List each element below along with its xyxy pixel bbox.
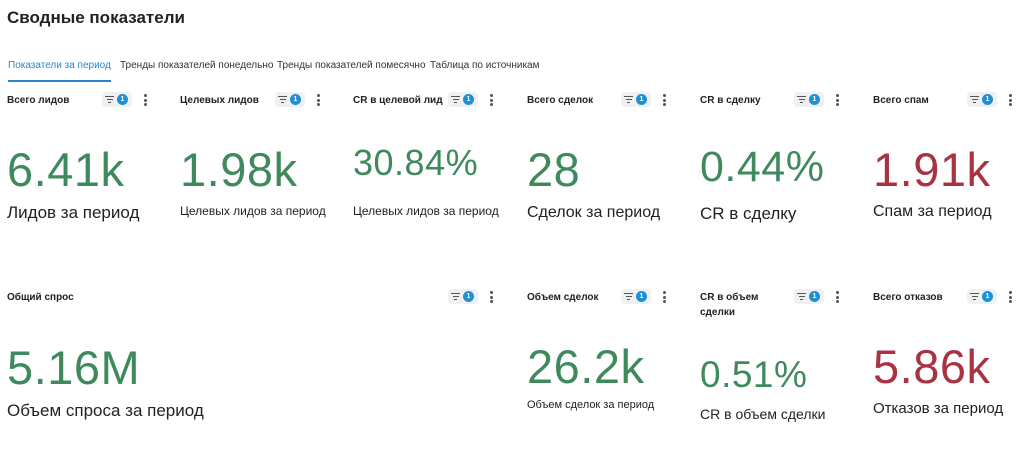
card-title: Всего сделок	[527, 95, 594, 106]
more-options-icon[interactable]	[141, 93, 149, 107]
metric-subtitle: CR в сделку	[700, 204, 797, 223]
filter-count: 1	[982, 94, 993, 105]
card-cr-volume: CR в объем сделки 1 0.51% CR в объем сде…	[700, 289, 850, 430]
filter-badge[interactable]: 1	[448, 92, 478, 107]
card-title: CR в целевой лид	[353, 95, 443, 106]
filter-icon	[797, 96, 806, 103]
card-deal-volume: Объем сделок 1 26.2k Объем сделок за пер…	[527, 289, 677, 430]
metric-subtitle: Целевых лидов за период	[180, 204, 326, 218]
card-title: Общий спрос	[7, 292, 74, 303]
filter-count: 1	[290, 94, 301, 105]
more-options-icon[interactable]	[1006, 93, 1014, 107]
filter-icon	[970, 293, 979, 300]
filter-count: 1	[809, 94, 820, 105]
card-total-rejections: Всего отказов 1 5.86k Отказов за период	[873, 289, 1023, 430]
metric-value: 0.51%	[700, 354, 808, 395]
filter-icon	[970, 96, 979, 103]
filter-icon	[797, 293, 806, 300]
filter-icon	[105, 96, 114, 103]
tab-bar: Показатели за период Тренды показателей …	[0, 52, 1024, 82]
more-options-icon[interactable]	[833, 290, 841, 304]
more-options-icon[interactable]	[1006, 290, 1014, 304]
more-options-icon[interactable]	[660, 93, 668, 107]
card-target-leads: Целевых лидов 1 1.98k Целевых лидов за п…	[180, 92, 330, 233]
more-options-icon[interactable]	[487, 290, 495, 304]
page-title: Сводные показатели	[7, 8, 185, 27]
filter-count: 1	[636, 94, 647, 105]
filter-badge[interactable]: 1	[448, 289, 478, 304]
metric-value: 5.16M	[7, 341, 141, 394]
more-options-icon[interactable]	[314, 93, 322, 107]
card-title: CR в сделку	[700, 95, 761, 106]
filter-count: 1	[463, 94, 474, 105]
card-cr-target-lead: CR в целевой лид 1 30.84% Целевых лидов …	[353, 92, 503, 233]
filter-icon	[624, 293, 633, 300]
metric-subtitle: Отказов за период	[873, 400, 1004, 417]
filter-icon	[624, 96, 633, 103]
filter-badge[interactable]: 1	[794, 92, 824, 107]
card-title: CR в объем сделки	[700, 292, 759, 318]
filter-icon	[451, 96, 460, 103]
metric-value: 5.86k	[873, 340, 991, 393]
metric-subtitle: CR в объем сделки	[700, 406, 826, 422]
metric-subtitle: Лидов за период	[7, 203, 140, 222]
filter-count: 1	[463, 291, 474, 302]
filter-badge[interactable]: 1	[794, 289, 824, 304]
filter-count: 1	[809, 291, 820, 302]
filter-count: 1	[982, 291, 993, 302]
card-title: Объем сделок	[527, 292, 599, 303]
metric-subtitle: Спам за период	[873, 203, 992, 220]
filter-icon	[278, 96, 287, 103]
filter-badge[interactable]: 1	[621, 289, 651, 304]
metric-value: 0.44%	[700, 143, 825, 191]
filter-count: 1	[636, 291, 647, 302]
card-total-demand: Общий спрос 1 5.16M Объем спроса за пери…	[7, 289, 503, 430]
filter-badge[interactable]: 1	[967, 289, 997, 304]
metric-value: 1.98k	[180, 143, 298, 196]
more-options-icon[interactable]	[660, 290, 668, 304]
filter-badge[interactable]: 1	[621, 92, 651, 107]
card-title: Всего отказов	[873, 292, 943, 303]
tab-weekly-trends[interactable]: Тренды показателей понедельно	[120, 60, 274, 71]
card-title: Целевых лидов	[180, 95, 259, 106]
metric-value: 1.91k	[873, 143, 991, 196]
tab-monthly-trends[interactable]: Тренды показателей помесячно	[277, 60, 426, 71]
card-cr-deal: CR в сделку 1 0.44% CR в сделку	[700, 92, 850, 233]
tab-sources-table[interactable]: Таблица по источникам	[430, 60, 540, 71]
metric-subtitle: Объем сделок за период	[527, 399, 655, 411]
card-total-deals: Всего сделок 1 28 Сделок за период	[527, 92, 677, 233]
card-total-spam: Всего спам 1 1.91k Спам за период	[873, 92, 1023, 233]
metric-value: 6.41k	[7, 143, 125, 196]
metric-subtitle: Сделок за период	[527, 204, 661, 221]
more-options-icon[interactable]	[487, 93, 495, 107]
filter-badge[interactable]: 1	[967, 92, 997, 107]
filter-count: 1	[117, 94, 128, 105]
metric-value: 26.2k	[527, 340, 645, 393]
more-options-icon[interactable]	[833, 93, 841, 107]
metric-subtitle: Целевых лидов за период	[353, 204, 499, 218]
card-total-leads: Всего лидов 1 6.41k Лидов за период	[7, 92, 157, 233]
metric-subtitle: Объем спроса за период	[7, 401, 204, 420]
filter-badge[interactable]: 1	[102, 92, 132, 107]
card-title: Всего спам	[873, 95, 929, 106]
filter-badge[interactable]: 1	[275, 92, 305, 107]
metric-value: 30.84%	[353, 142, 479, 183]
filter-icon	[451, 293, 460, 300]
card-title: Всего лидов	[7, 95, 70, 106]
metric-value: 28	[527, 143, 581, 196]
tab-period-metrics[interactable]: Показатели за период	[8, 52, 111, 82]
